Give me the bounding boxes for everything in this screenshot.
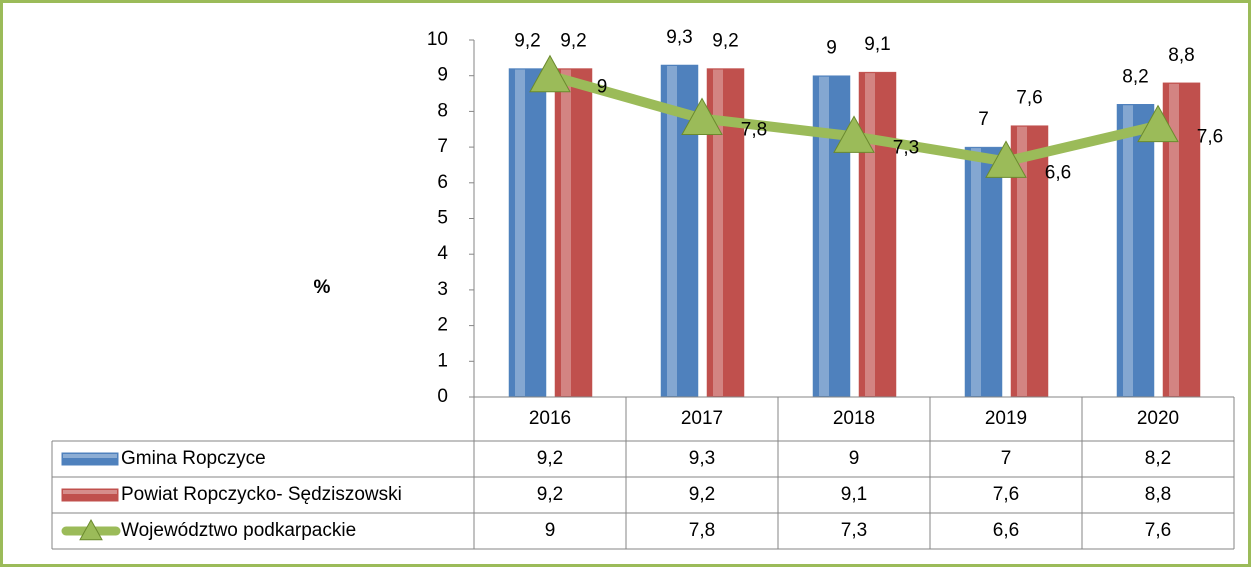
bar-highlight (713, 69, 723, 396)
legend-key (79, 518, 103, 541)
marker (1137, 104, 1179, 143)
table-cell: 7,3 (841, 520, 867, 541)
table-cell: 9,2 (537, 448, 563, 469)
bar-highlight (819, 76, 829, 396)
table-cell: 9,2 (689, 484, 715, 505)
table-cell: 7,6 (1145, 520, 1171, 541)
y-tick-label: 8 (437, 100, 448, 121)
table-cell: 6,6 (993, 520, 1019, 541)
table-cell: 7,8 (689, 520, 715, 541)
table-cell: 9 (849, 448, 860, 469)
table-cell: 8,2 (1145, 448, 1171, 469)
bar-highlight (971, 148, 981, 396)
table-cell: 7,6 (993, 484, 1019, 505)
bar-highlight (1169, 83, 1179, 396)
legend-label: Gmina Ropczyce (121, 448, 266, 469)
data-label: 7,3 (893, 137, 919, 158)
y-tick-label: 4 (437, 243, 448, 264)
data-label: 8,2 (1122, 66, 1148, 87)
marker (681, 97, 723, 136)
data-label: 9,2 (712, 31, 738, 52)
data-label: 9 (597, 77, 608, 98)
data-label: 8,8 (1168, 45, 1194, 66)
table-cell: 9 (545, 520, 556, 541)
x-tick-label: 2020 (1137, 408, 1179, 429)
y-tick-label: 3 (437, 279, 448, 300)
bar (812, 75, 851, 398)
data-label: 7,6 (1197, 127, 1223, 148)
y-tick-label: 7 (437, 136, 448, 157)
y-tick-label: 9 (437, 65, 448, 86)
legend-label: Województwo podkarpackie (121, 520, 356, 541)
bar-highlight (561, 69, 571, 396)
table-cell: 7 (1001, 448, 1012, 469)
table-cell: 8,8 (1145, 484, 1171, 505)
bar (964, 146, 1003, 398)
bar-highlight (865, 73, 875, 396)
marker (985, 140, 1027, 178)
data-label: 9,3 (666, 27, 692, 48)
y-tick-label: 10 (427, 29, 448, 50)
legend-key-highlight (63, 454, 117, 458)
bar-highlight (1017, 126, 1027, 397)
data-label: 9,1 (864, 34, 890, 55)
y-tick-label: 2 (437, 315, 448, 336)
x-tick-label: 2018 (833, 408, 875, 429)
data-label: 9,2 (560, 31, 586, 52)
y-axis-title: % (314, 277, 331, 298)
y-tick-label: 0 (437, 386, 448, 407)
data-label: 9,2 (514, 31, 540, 52)
legend-key-highlight (63, 490, 117, 494)
data-label: 7,6 (1016, 88, 1042, 109)
data-label: 7 (978, 109, 989, 130)
y-tick-label: 6 (437, 172, 448, 193)
bar-highlight (1123, 105, 1133, 396)
legend-key (61, 452, 119, 466)
data-label: 7,8 (741, 120, 767, 141)
x-tick-label: 2017 (681, 408, 723, 429)
bar-highlight (667, 65, 677, 397)
bar-highlight (515, 69, 525, 396)
table-cell: 9,2 (537, 484, 563, 505)
data-label: 6,6 (1045, 162, 1071, 183)
legend-key (61, 488, 119, 502)
bar (1116, 104, 1155, 398)
table-cell: 9,3 (689, 448, 715, 469)
marker (529, 54, 571, 93)
legend-label: Powiat Ropczycko- Sędziszowski (121, 484, 402, 505)
table-cell: 9,1 (841, 484, 867, 505)
x-tick-label: 2016 (529, 408, 571, 429)
bar (508, 68, 547, 398)
bar (554, 68, 593, 398)
y-tick-label: 1 (437, 350, 448, 371)
bar (858, 71, 897, 398)
marker (833, 115, 875, 153)
data-label: 9 (826, 38, 837, 59)
x-tick-label: 2019 (985, 408, 1027, 429)
y-tick-label: 5 (437, 208, 448, 229)
